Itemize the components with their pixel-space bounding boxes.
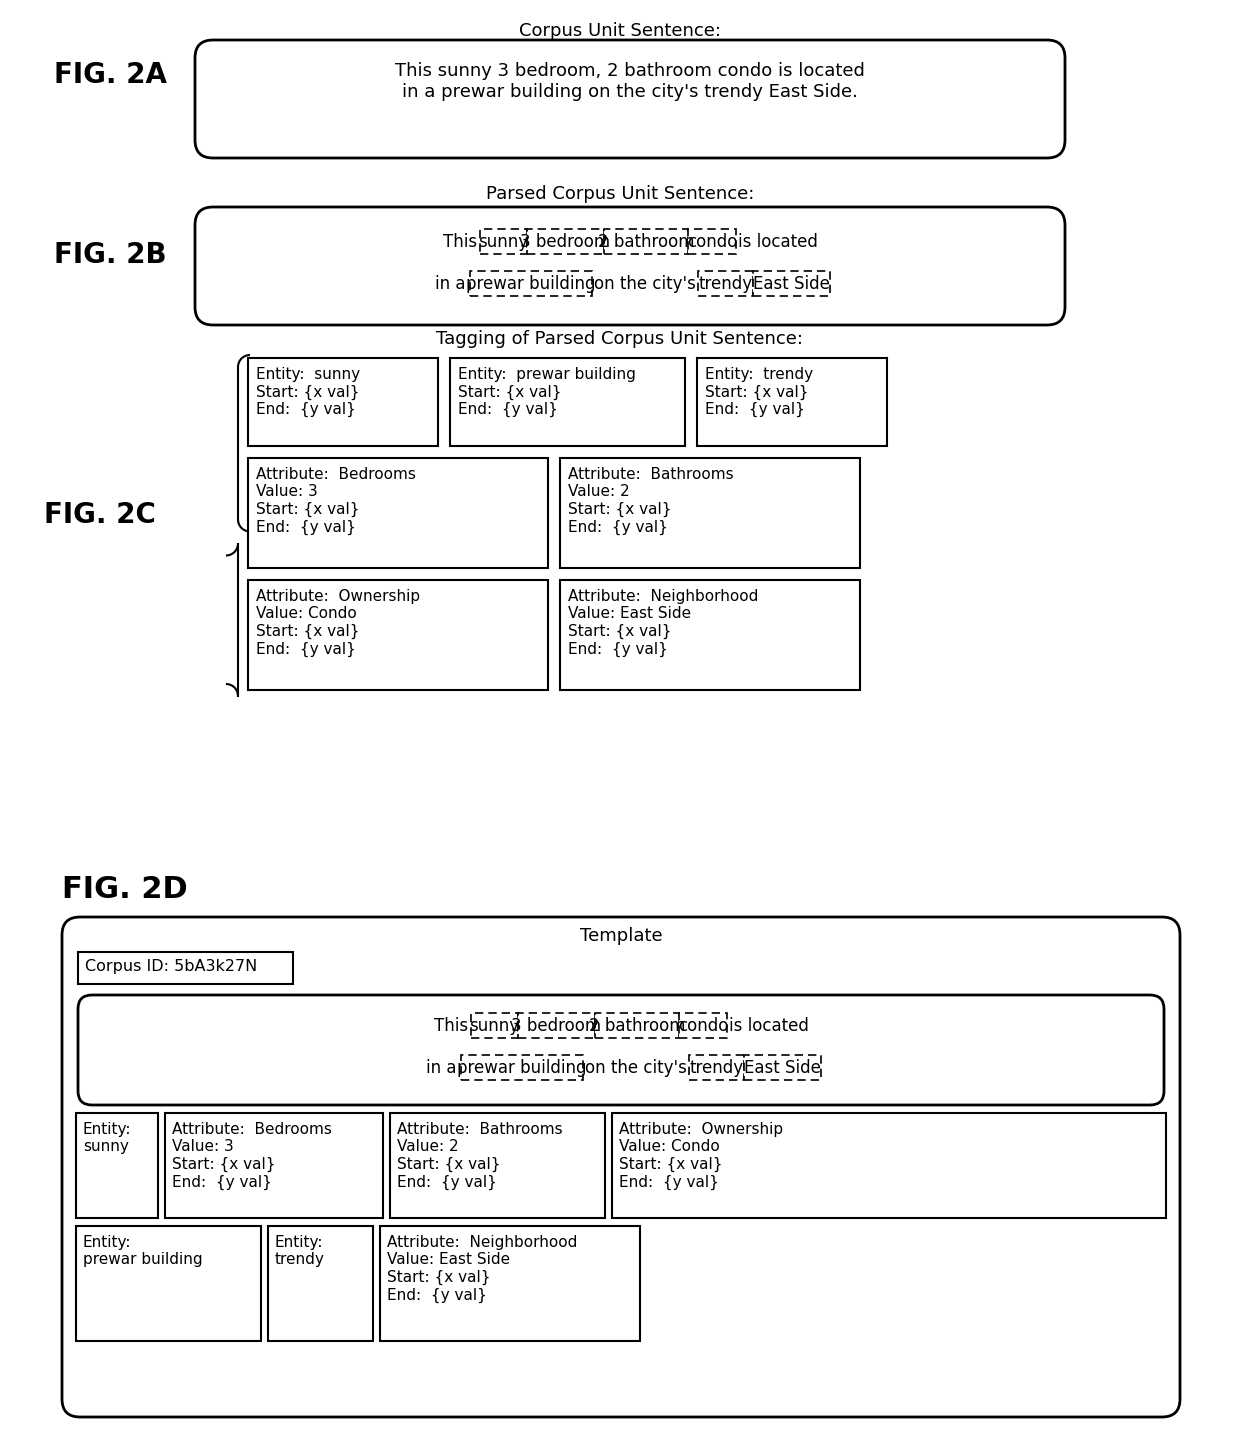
Bar <box>560 459 861 567</box>
Text: This: This <box>443 234 477 251</box>
Bar <box>689 1055 744 1080</box>
Text: Tagging of Parsed Corpus Unit Sentence:: Tagging of Parsed Corpus Unit Sentence: <box>436 330 804 348</box>
Text: condo: condo <box>687 234 737 251</box>
Text: sunny: sunny <box>469 1017 520 1035</box>
Text: condo: condo <box>678 1017 728 1035</box>
Bar <box>595 1013 680 1039</box>
Text: Attribute:  Neighborhood
Value: East Side
Start: {x val}
End:  {y val}: Attribute: Neighborhood Value: East Side… <box>387 1235 578 1303</box>
Text: sunny: sunny <box>479 234 528 251</box>
Text: Corpus ID: 5bA3k27N: Corpus ID: 5bA3k27N <box>86 959 257 974</box>
Bar <box>604 229 688 255</box>
Bar <box>450 358 684 446</box>
Bar <box>697 358 887 446</box>
Bar <box>76 1227 260 1341</box>
Bar <box>461 1055 583 1080</box>
Text: 2 bathroom: 2 bathroom <box>589 1017 686 1035</box>
Text: 2 bathroom: 2 bathroom <box>598 234 694 251</box>
Bar <box>680 1013 727 1039</box>
Text: Attribute:  Bathrooms
Value: 2
Start: {x val}
End:  {y val}: Attribute: Bathrooms Value: 2 Start: {x … <box>397 1122 563 1189</box>
Text: is located: is located <box>738 234 817 251</box>
Bar <box>527 229 604 255</box>
Text: Entity:  trendy
Start: {x val}
End:  {y val}: Entity: trendy Start: {x val} End: {y va… <box>706 367 813 417</box>
Bar <box>248 459 548 567</box>
Text: Entity:
prewar building: Entity: prewar building <box>83 1235 202 1267</box>
Text: on the city's: on the city's <box>594 275 696 292</box>
Bar <box>753 271 830 297</box>
Bar <box>560 580 861 691</box>
Text: FIG. 2A: FIG. 2A <box>53 62 166 89</box>
Text: 3 bedroom: 3 bedroom <box>521 234 610 251</box>
Bar <box>76 1113 157 1218</box>
Bar <box>480 229 527 255</box>
Text: Attribute:  Bedrooms
Value: 3
Start: {x val}
End:  {y val}: Attribute: Bedrooms Value: 3 Start: {x v… <box>172 1122 332 1189</box>
Text: Parsed Corpus Unit Sentence:: Parsed Corpus Unit Sentence: <box>486 185 754 203</box>
Text: Attribute:  Ownership
Value: Condo
Start: {x val}
End:  {y val}: Attribute: Ownership Value: Condo Start:… <box>619 1122 784 1189</box>
Text: on the city's: on the city's <box>585 1059 687 1078</box>
Text: This: This <box>434 1017 467 1035</box>
Bar <box>613 1113 1166 1218</box>
FancyBboxPatch shape <box>195 40 1065 158</box>
Text: FIG. 2B: FIG. 2B <box>53 241 166 269</box>
Text: in a: in a <box>435 275 465 292</box>
FancyBboxPatch shape <box>78 995 1164 1105</box>
Text: Entity:  prewar building
Start: {x val}
End:  {y val}: Entity: prewar building Start: {x val} E… <box>458 367 636 417</box>
Text: Entity:
trendy: Entity: trendy <box>275 1235 325 1267</box>
Bar <box>268 1227 373 1341</box>
Text: 3 bedroom: 3 bedroom <box>511 1017 601 1035</box>
Text: FIG. 2D: FIG. 2D <box>62 876 187 904</box>
Text: in a: in a <box>425 1059 456 1078</box>
FancyBboxPatch shape <box>62 917 1180 1417</box>
Text: FIG. 2C: FIG. 2C <box>45 502 156 529</box>
Text: Attribute:  Ownership
Value: Condo
Start: {x val}
End:  {y val}: Attribute: Ownership Value: Condo Start:… <box>255 589 420 656</box>
Text: East Side: East Side <box>744 1059 821 1078</box>
Text: trendy: trendy <box>689 1059 744 1078</box>
Bar <box>698 271 753 297</box>
Text: Attribute:  Bathrooms
Value: 2
Start: {x val}
End:  {y val}: Attribute: Bathrooms Value: 2 Start: {x … <box>568 467 734 535</box>
Text: East Side: East Side <box>753 275 830 292</box>
Text: Attribute:  Neighborhood
Value: East Side
Start: {x val}
End:  {y val}: Attribute: Neighborhood Value: East Side… <box>568 589 759 656</box>
Text: Entity:
sunny: Entity: sunny <box>83 1122 131 1155</box>
Bar <box>248 358 438 446</box>
Bar <box>78 952 293 984</box>
Bar <box>470 271 591 297</box>
Bar <box>379 1227 640 1341</box>
Bar <box>391 1113 605 1218</box>
Text: Template: Template <box>579 927 662 944</box>
Text: trendy: trendy <box>698 275 753 292</box>
FancyBboxPatch shape <box>195 206 1065 325</box>
Text: prewar building: prewar building <box>466 275 595 292</box>
Bar <box>744 1055 821 1080</box>
Text: Corpus Unit Sentence:: Corpus Unit Sentence: <box>520 21 720 40</box>
Bar <box>518 1013 595 1039</box>
Bar <box>471 1013 518 1039</box>
Text: is located: is located <box>729 1017 808 1035</box>
Text: Entity:  sunny
Start: {x val}
End:  {y val}: Entity: sunny Start: {x val} End: {y val… <box>255 367 360 417</box>
Text: Attribute:  Bedrooms
Value: 3
Start: {x val}
End:  {y val}: Attribute: Bedrooms Value: 3 Start: {x v… <box>255 467 415 535</box>
Text: prewar building: prewar building <box>458 1059 587 1078</box>
Text: This sunny 3 bedroom, 2 bathroom condo is located
in a prewar building on the ci: This sunny 3 bedroom, 2 bathroom condo i… <box>396 62 866 100</box>
Bar <box>688 229 735 255</box>
Bar <box>248 580 548 691</box>
Bar <box>165 1113 383 1218</box>
